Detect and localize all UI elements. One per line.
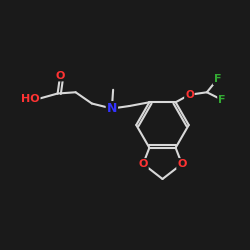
Text: HO: HO: [21, 94, 40, 104]
Text: F: F: [214, 74, 221, 84]
Text: N: N: [107, 102, 117, 115]
Text: O: O: [138, 159, 148, 169]
Text: F: F: [218, 95, 226, 105]
Text: O: O: [177, 159, 186, 169]
Text: O: O: [185, 90, 194, 100]
Text: O: O: [56, 70, 65, 81]
